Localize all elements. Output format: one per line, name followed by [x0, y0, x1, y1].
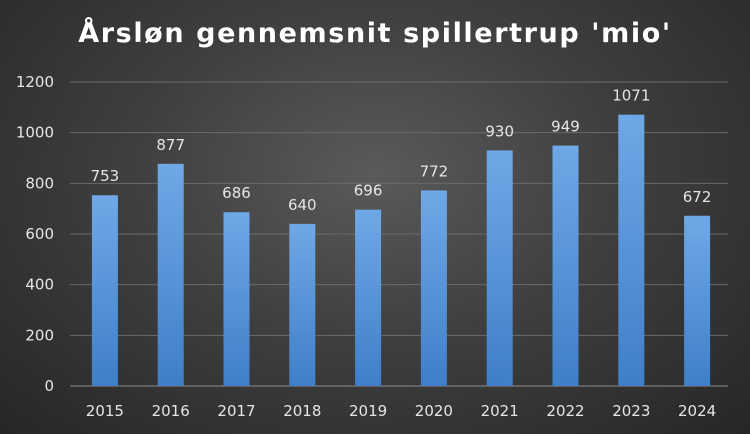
- x-tick-label: 2020: [415, 402, 453, 420]
- bar: [420, 190, 447, 386]
- data-label: 930: [485, 122, 514, 140]
- x-tick-label: 2019: [349, 402, 387, 420]
- y-tick-label: 1000: [16, 124, 54, 142]
- data-label: 753: [91, 167, 120, 185]
- data-label: 640: [288, 196, 317, 214]
- data-label: 686: [222, 184, 251, 202]
- bar: [91, 195, 118, 386]
- bar: [289, 223, 316, 386]
- y-tick-label: 600: [25, 225, 54, 243]
- x-tick-label: 2017: [217, 402, 255, 420]
- y-tick-label: 1200: [16, 73, 54, 91]
- x-tick-label: 2022: [546, 402, 584, 420]
- x-tick-label: 2015: [86, 402, 124, 420]
- bars: [91, 114, 711, 387]
- bar: [552, 145, 579, 386]
- y-tick-label: 200: [25, 326, 54, 344]
- data-label: 696: [354, 182, 383, 200]
- bar: [486, 150, 513, 386]
- labels: 0 200 400 600 800 1000 1200 753 2015 877 2016 686 20…: [16, 73, 716, 420]
- x-tick-label: 2016: [152, 402, 190, 420]
- bar: [223, 212, 250, 386]
- x-tick-label: 2023: [612, 402, 650, 420]
- data-label: 1071: [612, 87, 650, 105]
- data-label: 772: [420, 162, 449, 180]
- bar: [355, 209, 382, 386]
- data-label: 672: [683, 188, 712, 206]
- data-label: 949: [551, 118, 580, 136]
- bar: [157, 163, 184, 386]
- chart-title: Årsløn gennemsnit spillertrup 'mio': [78, 18, 672, 49]
- x-tick-label: 2018: [283, 402, 321, 420]
- bar: [684, 215, 711, 386]
- y-tick-label: 0: [44, 377, 54, 395]
- x-tick-label: 2024: [678, 402, 716, 420]
- data-label: 877: [156, 136, 185, 154]
- bar: [618, 114, 645, 387]
- y-tick-label: 400: [25, 276, 54, 294]
- x-tick-label: 2021: [481, 402, 519, 420]
- y-tick-label: 800: [25, 174, 54, 192]
